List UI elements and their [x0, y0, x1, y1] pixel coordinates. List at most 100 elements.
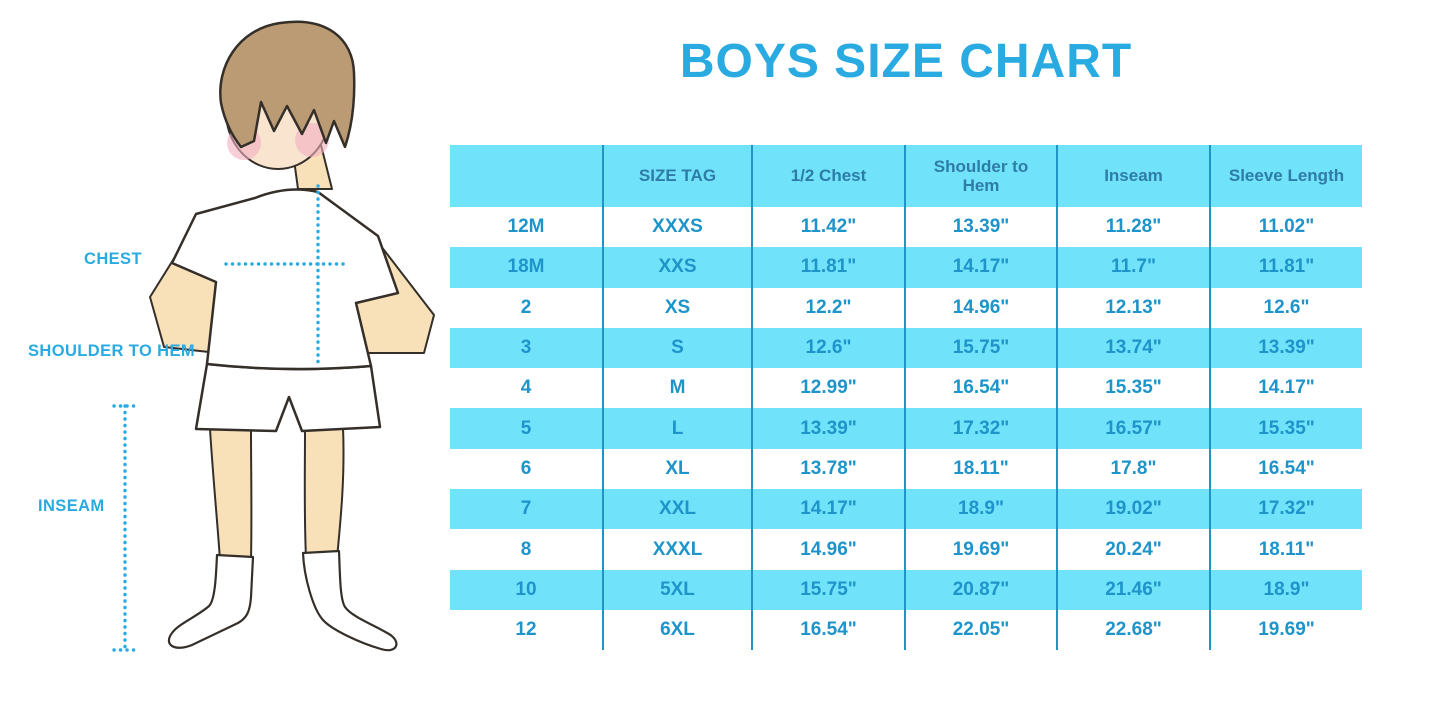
value-cell: 11.81": [1209, 247, 1362, 288]
boy-figure-illustration: [112, 20, 435, 652]
value-cell: 13.39": [751, 408, 905, 449]
value-cell: 20.24": [1056, 529, 1210, 570]
value-cell: 5XL: [602, 569, 752, 610]
table-row: 7 XXL 14.17" 18.9" 19.02" 17.32": [450, 489, 1362, 530]
size-cell: 7: [450, 489, 603, 530]
sock-left: [167, 553, 255, 649]
value-cell: XS: [602, 287, 752, 328]
shoulder-to-hem-label: SHOULDER TO HEM: [28, 342, 196, 360]
size-table-header: SIZE TAG 1/2 Chest Shoulder to Hem Inseam Sl…: [450, 145, 1362, 207]
table-row: 2 XS 12.2" 14.96" 12.13" 12.6": [450, 287, 1362, 328]
value-cell: XXS: [602, 247, 752, 288]
value-cell: 16.54": [1209, 448, 1362, 490]
value-cell: 14.17": [904, 247, 1057, 288]
value-cell: L: [602, 408, 752, 449]
value-cell: 22.05": [904, 609, 1057, 651]
value-cell: 19.69": [904, 529, 1057, 570]
table-row: 10 5XL 15.75" 20.87" 21.46" 18.9": [450, 569, 1362, 610]
value-cell: 12.6": [1209, 287, 1362, 328]
value-cell: 12.2": [751, 287, 905, 328]
value-cell: 12.6": [751, 327, 905, 369]
size-cell: 8: [520, 538, 532, 560]
value-cell: 15.75": [751, 569, 905, 610]
value-cell: XXXL: [602, 529, 752, 570]
table-row: 12 6XL 16.54" 22.05" 22.68" 19.69": [450, 609, 1362, 651]
value-cell: 21.46": [1056, 569, 1210, 610]
size-cell: 2: [520, 296, 532, 318]
header-cell-size: [450, 145, 603, 207]
leg-right: [303, 426, 345, 559]
size-cell: 3: [450, 327, 603, 369]
value-cell: 17.32": [1209, 489, 1362, 530]
value-cell: 19.69": [1209, 609, 1362, 651]
value-cell: 17.8": [1056, 448, 1210, 490]
value-cell: 14.96": [751, 529, 905, 570]
header-cell: SIZE TAG: [602, 145, 752, 207]
value-cell: 12.13": [1056, 287, 1210, 328]
value-cell: 19.02": [1056, 489, 1210, 530]
value-cell: 13.39": [904, 207, 1057, 248]
inseam-label: INSEAM: [38, 497, 105, 515]
value-cell: XXL: [602, 489, 752, 530]
value-cell: 16.54": [904, 368, 1057, 409]
table-row: 6 XL 13.78" 18.11" 17.8" 16.54": [450, 448, 1362, 490]
value-cell: 12.99": [751, 368, 905, 409]
t-shirt: [170, 188, 400, 371]
size-table-header-row: SIZE TAG 1/2 Chest Shoulder to Hem Inseam Sl…: [450, 145, 1362, 207]
hair: [219, 20, 356, 149]
size-cell: 5: [450, 408, 603, 449]
table-row: 5 L 13.39" 17.32" 16.57" 15.35": [450, 408, 1362, 449]
value-cell: 14.17": [751, 489, 905, 530]
header-cell: 1/2 Chest: [751, 145, 905, 207]
header-cell: Sleeve Length: [1209, 145, 1362, 207]
leg-left: [209, 428, 253, 561]
value-cell: 11.81": [751, 247, 905, 288]
value-cell: S: [602, 327, 752, 369]
value-cell: M: [602, 368, 752, 409]
value-cell: 15.35": [1056, 368, 1210, 409]
value-cell: 18.11": [904, 448, 1057, 490]
value-cell: 18.9": [1209, 569, 1362, 610]
value-cell: 13.78": [751, 448, 905, 490]
value-cell: 11.42": [751, 207, 905, 248]
shorts: [194, 362, 382, 433]
value-cell: 20.87": [904, 569, 1057, 610]
size-table: SIZE TAG 1/2 Chest Shoulder to Hem Inseam Sl…: [450, 145, 1362, 651]
table-row: 18M XXS 11.81" 14.17" 11.7" 11.81": [450, 247, 1362, 288]
value-cell: 22.68": [1056, 609, 1210, 651]
value-cell: 17.32": [904, 408, 1057, 449]
header-cell: Shoulder to Hem: [904, 145, 1057, 207]
sock-right: [301, 549, 398, 652]
value-cell: 15.35": [1209, 408, 1362, 449]
size-cell: 12: [515, 619, 537, 641]
value-cell: 13.39": [1209, 327, 1362, 369]
table-row: 4 M 12.99" 16.54" 15.35" 14.17": [450, 368, 1362, 409]
size-cell: 10: [450, 569, 603, 610]
value-cell: 18.9": [904, 489, 1057, 530]
header-cell: Inseam: [1056, 145, 1210, 207]
value-cell: 16.57": [1056, 408, 1210, 449]
size-cell: 6: [520, 457, 532, 479]
page-title: BOYS SIZE CHART: [679, 35, 1133, 88]
size-cell: 18M: [450, 247, 603, 288]
value-cell: 14.17": [1209, 368, 1362, 409]
size-table-body: 12M XXXS 11.42" 13.39" 11.28" 11.02" 18M XXS 11.…: [450, 207, 1362, 651]
table-row: 8 XXXL 14.96" 19.69" 20.24" 18.11": [450, 529, 1362, 570]
table-row: 12M XXXS 11.42" 13.39" 11.28" 11.02": [450, 207, 1362, 248]
size-cell: 4: [520, 377, 532, 399]
value-cell: 11.7": [1056, 247, 1210, 288]
value-cell: 11.28": [1056, 207, 1210, 248]
value-cell: 14.96": [904, 287, 1057, 328]
size-cell: 12M: [507, 216, 545, 238]
chest-label: CHEST: [84, 250, 142, 268]
inseam-measure-line: [112, 404, 140, 652]
table-row: 3 S 12.6" 15.75" 13.74" 13.39": [450, 327, 1362, 369]
value-cell: 13.74": [1056, 327, 1210, 369]
value-cell: XXXS: [602, 207, 752, 248]
value-cell: 6XL: [602, 609, 752, 651]
value-cell: 15.75": [904, 327, 1057, 369]
value-cell: XL: [602, 448, 752, 490]
value-cell: 18.11": [1209, 529, 1362, 570]
value-cell: 11.02": [1209, 207, 1362, 248]
